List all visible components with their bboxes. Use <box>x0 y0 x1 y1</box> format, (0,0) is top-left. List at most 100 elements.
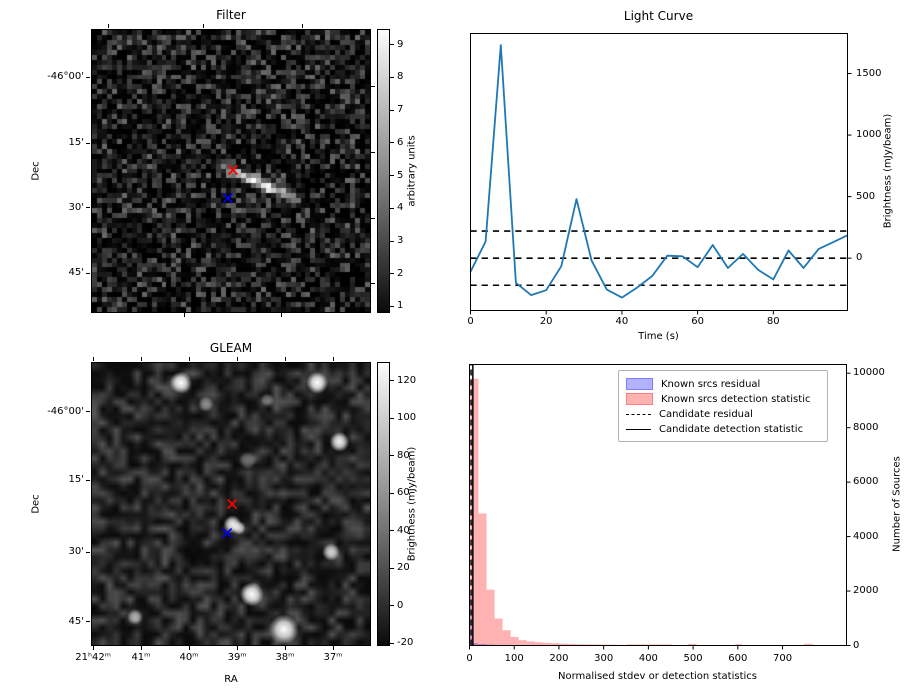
filter-title: Filter <box>216 8 246 22</box>
tick-mark <box>390 142 394 144</box>
legend-swatch-dashed-line <box>626 413 651 415</box>
colorbar-tick-label: 8 <box>397 71 404 83</box>
detection-stat-bar <box>478 513 487 646</box>
tick-mark <box>86 76 90 78</box>
gleam-ylabel: Dec <box>30 494 42 514</box>
detection-stat-bar <box>502 630 511 646</box>
colorbar-tick-label: 5 <box>397 169 404 181</box>
filter-colorbar <box>377 29 390 313</box>
ra-tick-label: 37ᵐ <box>323 652 343 663</box>
colorbar-tick-label: 20 <box>397 562 410 574</box>
tick-mark <box>189 357 191 361</box>
light-curve-line <box>469 44 848 299</box>
legend-label: Candidate residual <box>659 408 753 420</box>
stdev-tick-label: 700 <box>773 653 793 664</box>
dec-tick-label: 30' <box>68 546 84 558</box>
tick-mark <box>281 313 283 317</box>
light-curve-plot <box>469 33 852 315</box>
tick-mark <box>390 175 394 177</box>
brightness-tick-label: 500 <box>856 190 876 202</box>
tick-mark <box>86 479 90 481</box>
light-curve-title: Light Curve <box>623 9 694 23</box>
detection-stat-bar <box>566 643 576 646</box>
colorbar-tick-label: 6 <box>397 136 404 148</box>
stdev-tick-label: 500 <box>683 653 703 664</box>
gleam-markers-overlay <box>222 498 238 539</box>
filter-ylabel: Dec <box>30 161 42 181</box>
legend-item: Known srcs detection statistic <box>626 392 822 406</box>
legend-item: Candidate residual <box>626 407 822 421</box>
detection-stat-bar <box>735 644 743 646</box>
detection-stat-bar <box>583 644 592 646</box>
count-tick-label: 6000 <box>853 476 879 488</box>
colorbar-tick-label: 80 <box>397 449 410 461</box>
ra-tick-label: 39ᵐ <box>227 652 247 663</box>
histogram-ylabel: Number of Sources <box>891 456 903 552</box>
detection-stat-bar <box>470 378 479 646</box>
ra-tick-label: 21ʰ42ᵐ <box>75 652 111 663</box>
legend-label: Candidate detection statistic <box>659 423 804 435</box>
gleam-colorbar <box>377 362 390 646</box>
tick-mark <box>86 272 90 274</box>
count-tick-label: 8000 <box>853 421 879 433</box>
colorbar-tick-label: 0 <box>397 599 404 611</box>
tick-mark <box>86 551 90 553</box>
candidate-marker <box>227 498 238 510</box>
tick-mark <box>390 492 394 494</box>
count-tick-label: 10000 <box>853 367 885 379</box>
plot-border <box>469 364 847 646</box>
dec-tick-label: 45' <box>68 267 84 279</box>
time-tick-label: 40 <box>615 316 629 327</box>
tick-mark <box>333 357 335 361</box>
dec-tick-label: 30' <box>68 201 84 213</box>
tick-mark <box>203 24 205 28</box>
detection-stat-bar <box>575 644 584 646</box>
legend-swatch-solid-line <box>626 428 651 430</box>
tick-mark <box>390 44 394 46</box>
tick-mark <box>184 313 186 317</box>
detection-stat-bar <box>687 644 697 646</box>
detection-stat-bar <box>486 589 495 646</box>
legend-swatch-patch <box>626 378 653 390</box>
tick-mark <box>371 85 375 87</box>
colorbar-tick-label: 3 <box>397 235 404 246</box>
brightness-tick-label: 1500 <box>856 67 882 79</box>
tick-mark <box>390 240 394 242</box>
light-curve-xlabel: Time (s) <box>638 331 679 342</box>
dec-tick-label: 15' <box>68 474 84 486</box>
histogram-plot <box>469 364 851 650</box>
plot-border <box>470 33 848 311</box>
stdev-tick-label: 400 <box>638 653 658 664</box>
residual-bar <box>477 644 486 646</box>
colorbar-tick-label: 60 <box>397 487 410 499</box>
tick-mark <box>140 357 142 361</box>
ra-tick-label: 41ᵐ <box>131 652 151 663</box>
tick-mark <box>108 24 110 28</box>
tick-mark <box>86 142 90 144</box>
ra-tick-label: 40ᵐ <box>179 652 199 663</box>
tick-mark <box>93 646 95 650</box>
residual-bar <box>471 643 478 646</box>
legend-swatch-patch <box>626 393 653 405</box>
tick-mark <box>390 207 394 209</box>
stdev-tick-label: 600 <box>728 653 748 664</box>
stdev-tick-label: 200 <box>549 653 569 664</box>
reference-marker <box>222 527 233 539</box>
tick-mark <box>140 646 142 650</box>
detection-stat-bar <box>558 643 567 646</box>
colorbar-tick-label: 1 <box>397 300 404 312</box>
tick-mark <box>390 76 394 78</box>
colorbar-tick-label: 4 <box>397 202 404 214</box>
tick-mark <box>390 455 394 457</box>
tick-mark <box>390 567 394 569</box>
colorbar-tick-label: 120 <box>397 374 417 386</box>
tick-mark <box>237 357 239 361</box>
colorbar-tick-label: 9 <box>397 38 404 50</box>
dec-tick-label: -46°00' <box>47 71 84 83</box>
colorbar-tick-label: 100 <box>397 412 417 424</box>
count-tick-label: 4000 <box>853 530 879 542</box>
tick-mark <box>390 642 394 644</box>
stdev-tick-label: 300 <box>594 653 614 664</box>
dec-tick-label: -46°00' <box>47 405 84 417</box>
